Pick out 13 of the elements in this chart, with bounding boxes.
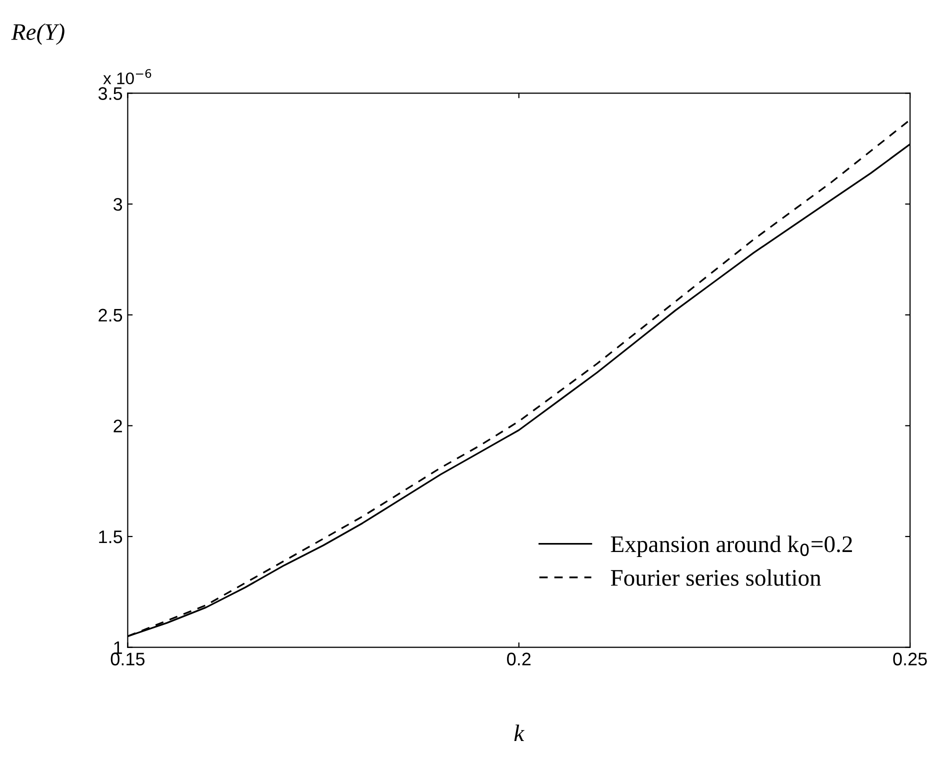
y-tick-label: 2.5 — [98, 308, 122, 322]
legend-label: Expansion around k$_{0}$=0.2 — [610, 536, 852, 557]
x-tick-label: 0.15 — [110, 652, 145, 666]
y-tick-label: 1.5 — [99, 530, 122, 544]
x-tick-label: 0.2 — [507, 652, 531, 666]
y-tick-label: 3.5 — [98, 87, 122, 100]
legend-label: Fourier series solution — [610, 569, 821, 586]
y-axis-title: Re(Y) — [11, 23, 64, 45]
y-tick-label: 2 — [114, 420, 122, 432]
x-axis-title: k — [514, 724, 524, 741]
text: x 10$^{−6}$ — [103, 69, 152, 84]
y-tick-label: 3 — [113, 198, 122, 211]
x-tick-label: 0.25 — [893, 652, 927, 666]
